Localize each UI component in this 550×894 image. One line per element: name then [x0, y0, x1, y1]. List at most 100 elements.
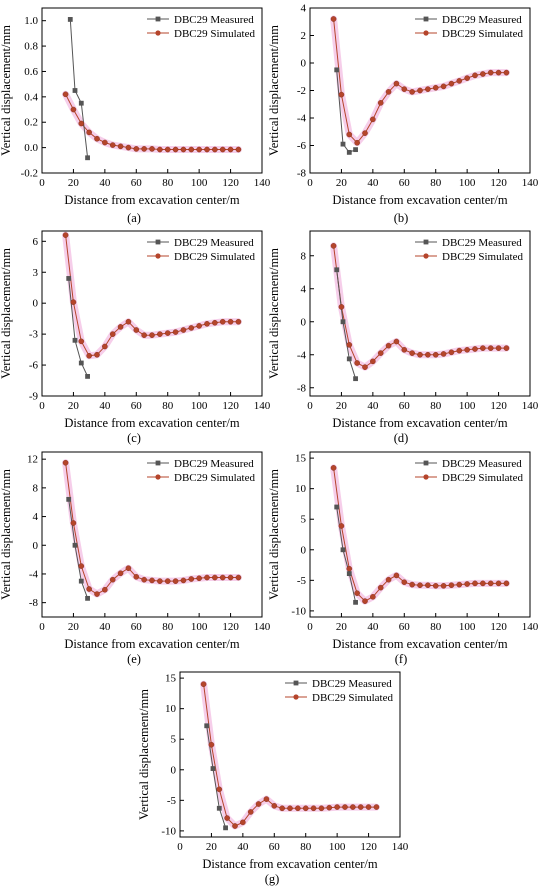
measured-point: [346, 356, 352, 362]
x-tick-label: 20: [336, 400, 348, 412]
x-tick-label: 20: [336, 177, 348, 189]
simulated-point: [78, 563, 85, 569]
measured-point: [66, 496, 72, 502]
panel-label: (d): [394, 431, 409, 445]
legend-measured-label: DBC29 Measured: [442, 458, 522, 470]
simulated-halo: [330, 464, 510, 605]
simulated-point: [117, 143, 124, 150]
simulated-point: [302, 805, 309, 812]
y-axis-label: Vertical displacement/mm: [267, 25, 281, 156]
simulated-point: [495, 580, 502, 587]
simulated-point: [78, 120, 85, 127]
simulated-point: [448, 582, 455, 589]
simulated-point: [393, 572, 400, 579]
simulated-point: [235, 318, 242, 325]
simulated-point: [487, 580, 494, 587]
measured-point: [346, 149, 352, 155]
legend-measured-marker: [155, 460, 161, 466]
legend-simulated-label: DBC29 Simulated: [174, 251, 255, 263]
simulated-point: [401, 579, 408, 585]
legend-measured-label: DBC29 Measured: [442, 237, 522, 249]
simulated-point: [164, 330, 171, 336]
simulated-point: [393, 80, 400, 87]
x-tick-label: 80: [430, 400, 442, 412]
x-tick-label: 140: [392, 841, 409, 853]
y-tick-label: 0: [301, 316, 307, 328]
legend: DBC29 Measured DBC29 Simulated: [415, 237, 523, 263]
x-tick-label: 140: [254, 177, 271, 189]
simulated-point: [417, 87, 423, 94]
chart-panel-e: 0 20 40 60 80 100 120 140 -8 -4 0 4 8 12 Distance from…: [0, 451, 271, 666]
measured-point: [216, 805, 222, 811]
simulated-point: [219, 146, 226, 153]
simulated-point: [180, 577, 187, 584]
simulated-point: [172, 578, 179, 584]
simulated-point: [180, 146, 187, 153]
y-tick-label: -10: [161, 825, 176, 837]
simulated-point: [200, 681, 207, 688]
simulated-point: [109, 331, 116, 337]
simulated-point: [362, 598, 368, 604]
x-tick-label: 60: [131, 177, 143, 189]
simulated-point: [373, 804, 380, 810]
measured-series-line: [336, 506, 357, 603]
legend-simulated-label: DBC29 Simulated: [174, 472, 255, 484]
x-tick-label: 60: [131, 400, 143, 412]
plot-frame: [309, 451, 531, 618]
simulated-point: [157, 331, 163, 337]
simulated-point: [172, 146, 179, 153]
y-tick-label: 0: [33, 298, 39, 310]
chart-panel-g: 0 20 40 60 80 100 120 140 -10 -5 0 5 10 15 Distance fr…: [137, 671, 409, 886]
y-tick-label: 4: [301, 3, 307, 15]
x-tick-label: 100: [459, 621, 476, 633]
y-tick-label: -8: [297, 382, 307, 394]
legend-simulated-label: DBC29 Simulated: [312, 692, 393, 704]
simulated-point: [196, 323, 202, 329]
x-tick-label: 40: [99, 177, 111, 189]
chart-panel-f: 0 20 40 60 80 100 120 140 -10 -5 0 5 10 15 Distance fr…: [267, 451, 539, 666]
x-tick-label: 60: [131, 621, 143, 633]
measured-point: [85, 155, 90, 161]
simulated-point: [255, 801, 262, 807]
x-tick-label: 40: [367, 400, 379, 412]
simulated-point: [487, 345, 494, 351]
x-tick-label: 0: [39, 621, 45, 633]
y-axis-label: Vertical displacement/mm: [0, 25, 13, 156]
simulated-point: [204, 574, 210, 581]
x-axis-label: Distance from excavation center/m: [332, 416, 508, 430]
x-tick-label: 20: [336, 621, 348, 633]
measured-series-line: [336, 69, 356, 154]
simulated-point: [425, 582, 431, 589]
x-tick-label: 140: [254, 400, 271, 412]
y-tick-label: 8: [301, 250, 307, 262]
simulated-point: [377, 350, 384, 356]
y-tick-label: 4: [301, 283, 307, 295]
simulated-point: [362, 364, 368, 370]
legend: DBC29 Measured DBC29 Simulated: [415, 458, 523, 484]
y-tick-label: -6: [297, 140, 307, 152]
measured-point: [67, 17, 73, 22]
simulated-point: [141, 576, 147, 583]
legend: DBC29 Measured DBC29 Simulated: [415, 14, 523, 40]
y-tick-label: 0.4: [24, 91, 38, 103]
chart-panel-c: 0 20 40 60 80 100 120 140 -9 -6 -3 0 3 6 Distance from…: [0, 230, 271, 445]
simulated-point: [172, 329, 179, 335]
simulated-point: [346, 565, 353, 572]
simulated-point: [164, 578, 171, 584]
simulated-point: [370, 594, 376, 600]
x-axis-label: Distance from excavation center/m: [64, 416, 240, 430]
simulated-point: [440, 351, 447, 357]
simulated-point: [310, 805, 317, 812]
y-tick-label: 6: [33, 236, 39, 248]
simulated-point: [432, 583, 439, 589]
y-tick-label: 0: [171, 764, 177, 776]
x-tick-label: 100: [459, 177, 476, 189]
simulated-point: [417, 351, 423, 358]
x-tick-label: 80: [162, 177, 174, 189]
x-tick-label: 0: [307, 621, 313, 633]
simulated-point: [117, 324, 124, 330]
simulated-point: [102, 139, 108, 146]
x-tick-label: 20: [68, 177, 80, 189]
y-axis-label: Vertical displacement/mm: [137, 689, 151, 820]
y-tick-label: -2: [297, 85, 306, 97]
